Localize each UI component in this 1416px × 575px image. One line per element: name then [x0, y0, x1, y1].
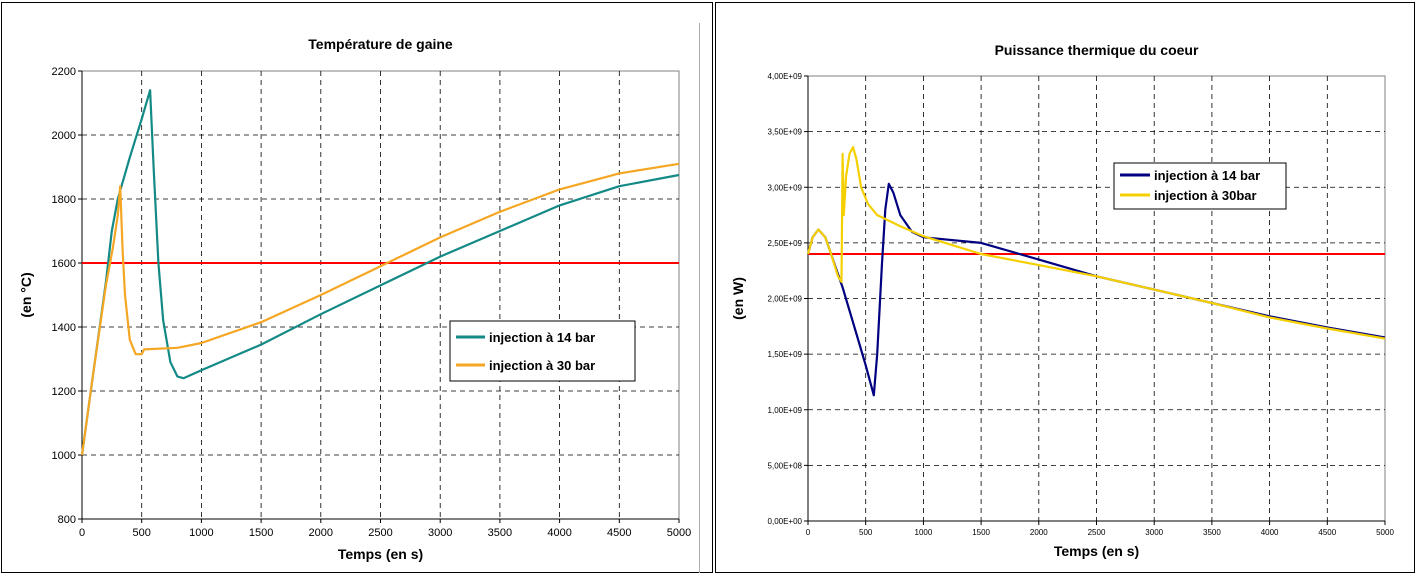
- legend-box: [449, 320, 636, 382]
- x-tick-label: 2000: [1030, 528, 1048, 537]
- panel-divider: [699, 23, 700, 573]
- series-line-2: [80, 162, 680, 456]
- x-tick-label: 5000: [1376, 528, 1394, 537]
- x-tick-label: 0: [806, 528, 811, 537]
- legend-label-1: injection à 14 bar: [1154, 168, 1260, 183]
- series-line-2: [806, 146, 1386, 340]
- y-tick-label: 3,50E+09: [768, 128, 803, 137]
- y-tick-label: 2200: [52, 66, 76, 78]
- y-tick-label: 1,00E+09: [768, 406, 803, 415]
- y-tick-label: 1,50E+09: [768, 350, 803, 359]
- x-tick-label: 1500: [249, 527, 273, 539]
- y-tick-label: 2,00E+09: [768, 295, 803, 304]
- x-tick-label: 2000: [309, 527, 333, 539]
- y-axis-title: (en °C): [18, 272, 34, 317]
- x-tick-label: 0: [79, 527, 85, 539]
- x-tick-label: 3500: [488, 527, 512, 539]
- legend-label-2: injection à 30 bar: [489, 358, 595, 373]
- x-tick-label: 3500: [1203, 528, 1221, 537]
- y-tick-label: 1200: [52, 386, 76, 398]
- y-tick-label: 1600: [52, 258, 76, 270]
- chart-panel-power: 0 500 1000 1500 2000 2500 3000 3500 4000 4500 5000…: [715, 2, 1415, 573]
- y-tick-label: 0,00E+00: [768, 517, 803, 526]
- series-line-1: [80, 89, 680, 456]
- y-tick-label: 2,50E+09: [768, 239, 803, 248]
- x-tick-label: 4000: [1261, 528, 1279, 537]
- x-tick-label: 2500: [1088, 528, 1106, 537]
- chart-title: Puissance thermique du coeur: [995, 42, 1199, 58]
- temperature-chart-svg: 0 500 1000 1500 2000 2500 3000 3500 4000 4500 5000…: [18, 36, 691, 562]
- x-tick-label: 500: [133, 527, 151, 539]
- y-tick-label: 800: [58, 514, 76, 526]
- x-tick-label: 1000: [915, 528, 933, 537]
- x-tick-label: 5000: [667, 527, 691, 539]
- legend-box: [1113, 162, 1287, 210]
- y-tick-label: 3,00E+09: [768, 183, 803, 192]
- x-axis-title: Temps (en s): [1054, 543, 1139, 559]
- x-tick-label: 4000: [547, 527, 571, 539]
- legend-label-2: injection à 30bar: [1154, 188, 1257, 203]
- x-tick-label: 1000: [189, 527, 213, 539]
- x-tick-label: 3000: [1145, 528, 1163, 537]
- x-tick-label: 4500: [1318, 528, 1336, 537]
- y-tick-label: 1400: [52, 322, 76, 334]
- x-tick-label: 1500: [972, 528, 990, 537]
- y-tick-label: 5,00E+08: [768, 461, 803, 470]
- x-tick-label: 2500: [368, 527, 392, 539]
- legend-label-1: injection à 14 bar: [489, 330, 595, 345]
- y-tick-label: 4,00E+09: [768, 72, 803, 81]
- x-tick-label: 4500: [607, 527, 631, 539]
- y-axis-title: (en W): [730, 277, 746, 320]
- chart-title: Température de gaine: [308, 36, 453, 52]
- y-tick-label: 1000: [52, 450, 76, 462]
- x-tick-label: 3000: [428, 527, 452, 539]
- chart-panel-temperature: 0 500 1000 1500 2000 2500 3000 3500 4000 4500 5000…: [1, 2, 713, 573]
- x-tick-label: 500: [859, 528, 873, 537]
- power-chart-svg: 0 500 1000 1500 2000 2500 3000 3500 4000 4500 5000…: [730, 42, 1394, 559]
- x-axis-title: Temps (en s): [338, 546, 423, 562]
- y-tick-label: 2000: [52, 130, 76, 142]
- y-tick-label: 1800: [52, 194, 76, 206]
